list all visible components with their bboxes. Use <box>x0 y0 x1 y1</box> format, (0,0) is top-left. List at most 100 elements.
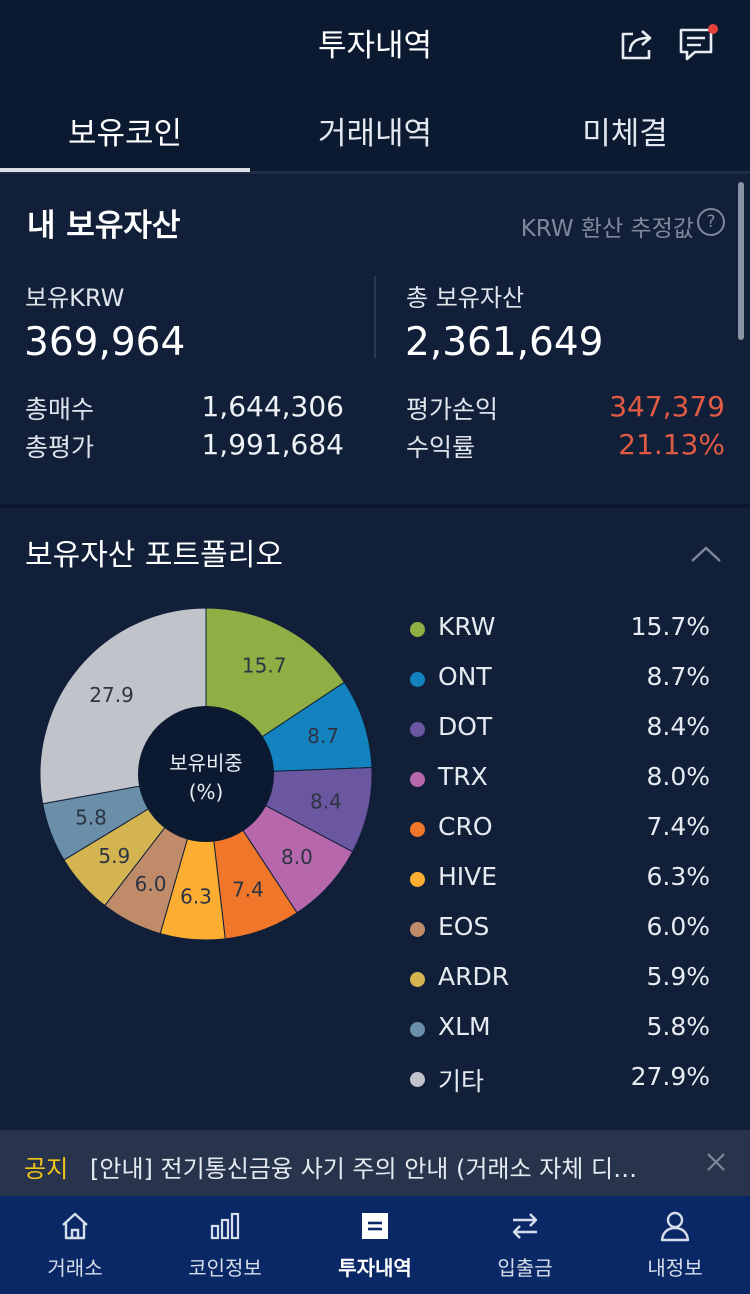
legend-item: ARDR 5.9% <box>408 954 718 1004</box>
legend-percent: 7.4% <box>646 812 710 841</box>
portfolio-donut-chart: 15.7 8.7 8.4 8.0 7.4 6.3 6.05.9 5.8 27.9 보유비중 (%) <box>39 607 373 941</box>
legend-name: HIVE <box>438 862 498 891</box>
top-bar: 투자내역 <box>0 0 750 88</box>
bar-chart-icon <box>210 1212 240 1240</box>
legend-item: ONT 8.7% <box>408 654 718 704</box>
close-icon[interactable] <box>704 1150 728 1174</box>
tab-open-orders[interactable]: 미체결 <box>582 116 668 152</box>
pie-label: 5.9 <box>98 844 130 868</box>
legend-dot <box>410 722 425 737</box>
bottom-navigation: 거래소 코인정보 투자내역 입출금 내정보 <box>0 1196 750 1294</box>
tab-holdings[interactable]: 보유코인 <box>67 116 183 152</box>
legend-dot <box>410 622 425 637</box>
legend-name: ONT <box>438 662 492 691</box>
nav-my-info[interactable]: 내정보 <box>600 1196 750 1294</box>
page-title: 투자내역 <box>317 28 433 64</box>
legend-dot <box>410 822 425 837</box>
portfolio-legend: KRW 15.7% ONT 8.7% DOT 8.4% TRX 8.0% CRO 7.4% HIVE… <box>408 604 718 1104</box>
legend-name: CRO <box>438 812 493 841</box>
pie-label: 6.3 <box>180 885 212 909</box>
legend-item: 기타 27.9% <box>408 1054 718 1104</box>
divider <box>374 276 376 358</box>
nav-label: 입출금 <box>497 1256 553 1280</box>
total-buy-value: 1,644,306 <box>201 390 344 423</box>
assets-title: 내 보유자산 <box>27 208 181 244</box>
legend-item: TRX 8.0% <box>408 754 718 804</box>
pie-label: 7.4 <box>232 878 264 902</box>
nav-deposit-withdraw[interactable]: 입출금 <box>450 1196 600 1294</box>
document-icon <box>362 1213 388 1239</box>
user-icon <box>660 1211 690 1242</box>
pie-label: 6.0 <box>135 872 167 896</box>
legend-percent: 15.7% <box>630 612 710 641</box>
section-separator <box>0 504 750 508</box>
legend-dot <box>410 672 425 687</box>
total-eval-label: 총평가 <box>25 433 95 462</box>
legend-dot <box>410 772 425 787</box>
legend-item: CRO 7.4% <box>408 804 718 854</box>
total-eval-value: 1,991,684 <box>201 428 344 461</box>
legend-dot <box>410 1072 425 1087</box>
legend-name: 기타 <box>438 1067 485 1096</box>
profit-loss-value: 347,379 <box>609 390 725 423</box>
nav-label: 코인정보 <box>188 1256 262 1280</box>
legend-name: ARDR <box>438 962 510 991</box>
chat-icon[interactable] <box>677 22 719 64</box>
legend-item: EOS 6.0% <box>408 904 718 954</box>
notification-dot <box>708 24 718 34</box>
chevron-up-icon[interactable] <box>690 544 722 564</box>
legend-dot <box>410 1022 425 1037</box>
legend-percent: 5.9% <box>646 962 710 991</box>
scrollbar[interactable] <box>738 182 744 340</box>
nav-investments[interactable]: 투자내역 <box>300 1196 450 1294</box>
legend-dot <box>410 872 425 887</box>
help-icon[interactable]: ? <box>697 208 725 236</box>
transfer-icon <box>512 1213 538 1239</box>
legend-dot <box>410 922 425 937</box>
my-assets-section: 내 보유자산 KRW 환산 추정값 ? 보유KRW 369,964 총 보유자산… <box>0 176 750 504</box>
donut-center-label: 보유비중 <box>169 751 243 775</box>
legend-item: KRW 15.7% <box>408 604 718 654</box>
pie-label: 27.9 <box>89 683 134 707</box>
legend-percent: 8.4% <box>646 712 710 741</box>
legend-percent: 5.8% <box>646 1012 710 1041</box>
nav-label: 투자내역 <box>338 1256 412 1280</box>
legend-item: HIVE 6.3% <box>408 854 718 904</box>
return-rate-label: 수익률 <box>406 433 476 462</box>
legend-percent: 8.7% <box>646 662 710 691</box>
pie-label: 15.7 <box>242 654 287 678</box>
pie-label: 8.7 <box>307 724 339 748</box>
pie-label: 8.4 <box>310 789 342 813</box>
legend-percent: 8.0% <box>646 762 710 791</box>
legend-item: XLM 5.8% <box>408 1004 718 1054</box>
legend-dot <box>410 972 425 987</box>
profit-loss-label: 평가손익 <box>406 395 499 424</box>
pie-label: 8.0 <box>281 845 313 869</box>
portfolio-section: 보유자산 포트폴리오 15.7 8.7 8.4 8.0 7.4 6.3 6.0 5.9 5.8 2… <box>0 508 750 1130</box>
total-buy-label: 총매수 <box>25 395 95 424</box>
legend-name: TRX <box>438 762 488 791</box>
share-icon[interactable] <box>617 24 657 64</box>
tab-bar: 보유코인 거래내역 미체결 <box>0 88 750 174</box>
krw-holdings-value: 369,964 <box>24 320 186 365</box>
portfolio-title: 보유자산 포트폴리오 <box>25 538 283 573</box>
legend-name: DOT <box>438 712 493 741</box>
nav-coin-info[interactable]: 코인정보 <box>150 1196 300 1294</box>
active-tab-indicator <box>0 168 250 172</box>
legend-percent: 6.3% <box>646 862 710 891</box>
nav-label: 내정보 <box>647 1256 703 1280</box>
donut-hole <box>138 706 274 842</box>
notice-bar[interactable]: 공지 [안내] 전기통신금융 사기 주의 안내 (거래소 자체 디… <box>0 1130 750 1196</box>
total-assets-value: 2,361,649 <box>405 320 604 365</box>
nav-label: 거래소 <box>47 1256 103 1280</box>
return-rate-value: 21.13% <box>618 428 725 461</box>
krw-estimate-label: KRW 환산 추정값 <box>520 216 694 242</box>
tab-trade-history[interactable]: 거래내역 <box>317 116 433 152</box>
krw-holdings-label: 보유KRW <box>25 284 125 312</box>
legend-name: EOS <box>438 912 490 941</box>
legend-percent: 6.0% <box>646 912 710 941</box>
notice-text[interactable]: [안내] 전기통신금융 사기 주의 안내 (거래소 자체 디… <box>90 1155 638 1183</box>
home-icon <box>62 1212 88 1240</box>
donut-center-label: (%) <box>189 780 224 804</box>
nav-exchange[interactable]: 거래소 <box>0 1196 150 1294</box>
